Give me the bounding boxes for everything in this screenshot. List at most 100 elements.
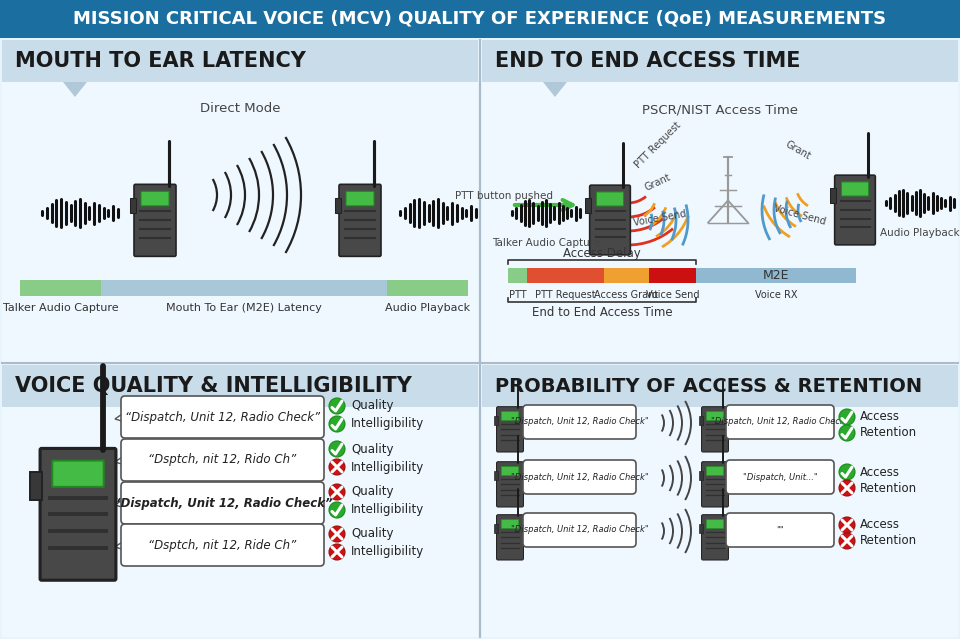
Text: PTT Request: PTT Request [633,120,683,170]
Text: Audio Playback: Audio Playback [880,228,960,238]
FancyBboxPatch shape [523,460,636,494]
Bar [2,365,478,407]
Bar [527,268,604,283]
Bar [2,40,478,82]
Text: Voice Send: Voice Send [773,203,828,227]
FancyBboxPatch shape [589,185,631,255]
Text: Talker Audio Capture: Talker Audio Capture [3,303,118,313]
Text: Access Delay: Access Delay [564,247,641,261]
FancyBboxPatch shape [707,466,724,475]
FancyBboxPatch shape [501,520,518,528]
Bar [494,523,498,533]
Bar [0,0,960,38]
FancyBboxPatch shape [702,514,729,560]
Bar [482,40,958,362]
FancyBboxPatch shape [523,405,636,439]
Text: Intelligibility: Intelligibility [351,504,424,516]
Circle shape [839,409,855,425]
Text: “Dsptch, nit 12, Ride Ch”: “Dsptch, nit 12, Ride Ch” [149,539,297,551]
Polygon shape [115,498,125,508]
FancyBboxPatch shape [496,514,523,560]
Text: END TO END ACCESS TIME: END TO END ACCESS TIME [495,51,801,71]
Text: Voice Send: Voice Send [646,290,699,300]
Bar [2,40,478,362]
Text: PTT button pushed: PTT button pushed [455,191,553,201]
Bar [494,470,498,480]
Text: Intelligibility: Intelligibility [351,461,424,473]
Text: PSCR/NIST Access Time: PSCR/NIST Access Time [642,104,798,116]
FancyBboxPatch shape [496,406,523,452]
Circle shape [329,526,345,542]
Circle shape [329,416,345,432]
FancyBboxPatch shape [842,182,869,196]
FancyBboxPatch shape [121,439,324,481]
Polygon shape [115,540,125,550]
FancyBboxPatch shape [834,175,876,245]
Circle shape [329,502,345,518]
Bar [388,280,468,296]
Bar [586,198,591,213]
Polygon shape [115,412,125,422]
Text: Voice Send: Voice Send [633,208,687,227]
Bar [494,415,498,425]
Text: Access Grant: Access Grant [594,290,659,300]
FancyBboxPatch shape [121,482,324,524]
Text: "Dispatch, Unit 12, Radio Check": "Dispatch, Unit 12, Radio Check" [511,417,648,426]
FancyBboxPatch shape [726,405,834,439]
Bar [2,365,478,637]
Bar [649,268,696,283]
Text: PTT Request: PTT Request [535,290,596,300]
Circle shape [329,398,345,414]
Bar [20,280,101,296]
Polygon shape [543,82,567,97]
Text: Retention: Retention [860,482,917,495]
Text: PROBABILITY OF ACCESS & RETENTION: PROBABILITY OF ACCESS & RETENTION [495,376,923,396]
Circle shape [839,480,855,496]
Text: "Dispatch, Unit 12, Radio Check": "Dispatch, Unit 12, Radio Check" [511,525,648,534]
FancyBboxPatch shape [707,412,724,420]
Text: Grant: Grant [643,172,673,192]
FancyBboxPatch shape [496,462,523,507]
Text: End to End Access Time: End to End Access Time [532,305,672,318]
Text: PTT: PTT [509,290,526,300]
Text: "Dispatch, Unit...": "Dispatch, Unit..." [743,472,817,482]
Circle shape [329,459,345,475]
Bar [699,470,703,480]
Text: "Dispatch, Unit 12, Radio Check": "Dispatch, Unit 12, Radio Check" [511,472,648,482]
FancyBboxPatch shape [40,449,116,580]
Text: “Dispatch, Unit 12, Radio Check”: “Dispatch, Unit 12, Radio Check” [125,410,320,424]
Text: Audio Playback: Audio Playback [385,303,470,313]
Text: “Dispatch, Unit 12, Radio Check”: “Dispatch, Unit 12, Radio Check” [112,497,332,509]
Text: Quality: Quality [351,399,394,413]
Circle shape [329,544,345,560]
Text: Retention: Retention [860,426,917,440]
Text: “Dsptch, nit 12, Rido Ch”: “Dsptch, nit 12, Rido Ch” [149,454,297,466]
Bar [699,523,703,533]
FancyBboxPatch shape [501,466,518,475]
FancyBboxPatch shape [596,192,624,206]
FancyBboxPatch shape [501,412,518,420]
FancyBboxPatch shape [523,513,636,547]
Text: Voice RX: Voice RX [755,290,797,300]
Bar [31,472,41,500]
Text: Intelligibility: Intelligibility [351,417,424,431]
FancyBboxPatch shape [702,406,729,452]
Bar [508,268,527,283]
FancyBboxPatch shape [339,184,381,256]
Text: Grant: Grant [783,139,812,161]
Text: Access: Access [860,410,900,424]
Text: MISSION CRITICAL VOICE (MCV) QUALITY OF EXPERIENCE (QoE) MEASUREMENTS: MISSION CRITICAL VOICE (MCV) QUALITY OF … [73,10,887,28]
Bar [334,198,341,213]
Bar [696,268,856,283]
FancyBboxPatch shape [52,461,104,487]
Bar [101,280,388,296]
Bar [482,365,958,637]
Text: Quality: Quality [351,528,394,541]
Text: MOUTH TO EAR LATENCY: MOUTH TO EAR LATENCY [15,51,306,71]
Polygon shape [63,82,87,97]
Text: VOICE QUALITY & INTELLIGIBILITY: VOICE QUALITY & INTELLIGIBILITY [15,376,412,396]
FancyBboxPatch shape [141,191,169,206]
FancyBboxPatch shape [726,460,834,494]
Text: Mouth To Ear (M2E) Latency: Mouth To Ear (M2E) Latency [166,303,322,313]
Text: Talker Audio Capture: Talker Audio Capture [492,238,600,248]
